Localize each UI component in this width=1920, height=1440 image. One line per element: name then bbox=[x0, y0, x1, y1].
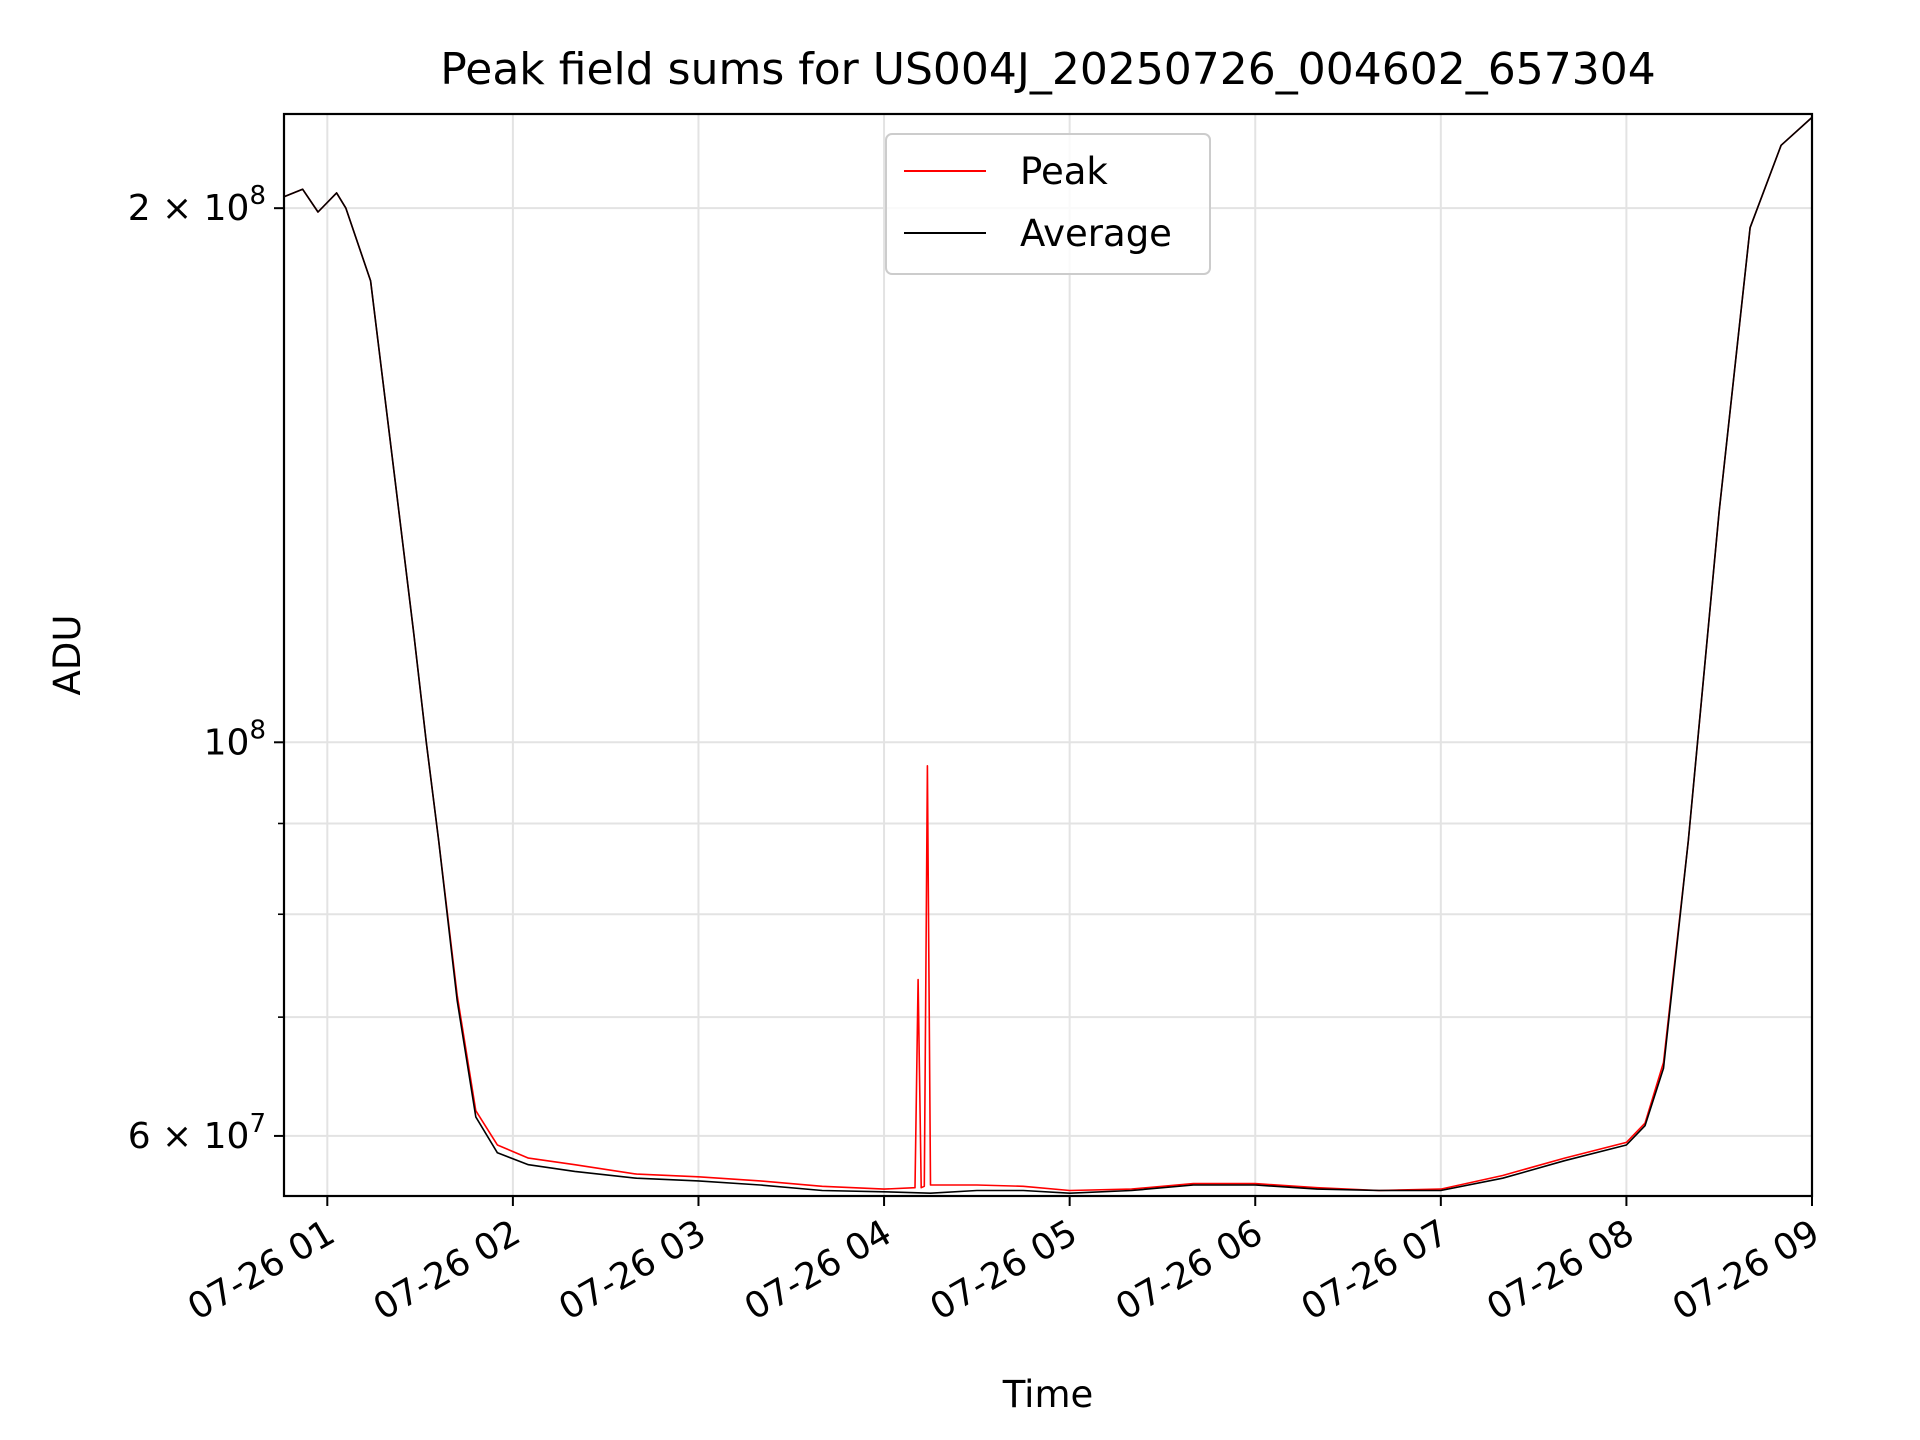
series-line-average bbox=[283, 116, 1813, 1194]
legend: Peak Average bbox=[885, 133, 1211, 275]
plot-frame bbox=[282, 112, 1814, 1198]
y-axis: 6 × 107 108 2 × 108 bbox=[128, 181, 284, 1157]
y-axis-label: ADU bbox=[46, 615, 89, 696]
legend-label-average: Average bbox=[1020, 212, 1172, 255]
y-tick-label: 6 × 107 bbox=[128, 1109, 266, 1157]
x-axis-label: Time bbox=[1002, 1373, 1094, 1416]
y-tick-label: 2 × 108 bbox=[128, 181, 266, 229]
plot-area bbox=[283, 116, 1813, 1194]
legend-box bbox=[885, 133, 1211, 275]
legend-label-peak: Peak bbox=[1020, 150, 1108, 193]
chart-title: Peak field sums for US004J_20250726_0046… bbox=[440, 44, 1655, 95]
y-tick-label: 108 bbox=[204, 715, 266, 763]
